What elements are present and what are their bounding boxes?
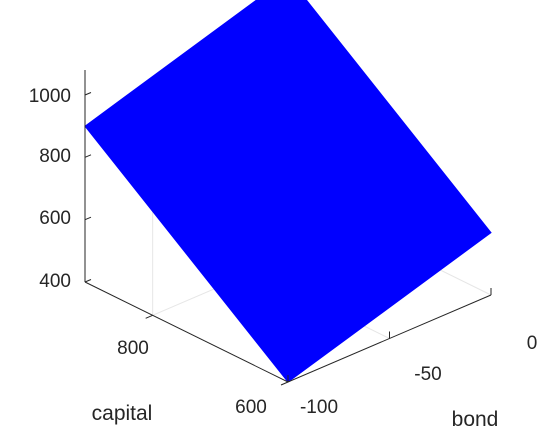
x-tick-label: -100	[300, 397, 338, 418]
z-tick	[84, 279, 92, 283]
x-axis-label: bond	[452, 408, 499, 431]
y-axis-line	[84, 281, 289, 383]
z-tick-label: 600	[39, 208, 71, 229]
x-tick-label: -50	[414, 364, 441, 385]
z-tick-label: 800	[39, 146, 71, 167]
surface-layer	[84, 0, 492, 383]
z-tick-label: 400	[39, 271, 71, 292]
z-tick	[84, 154, 92, 158]
axes	[84, 70, 492, 386]
y-tick	[280, 381, 289, 386]
y-tick-label: 600	[235, 397, 267, 418]
y-axis-label: capital	[92, 402, 153, 425]
x-tick-label: 0	[527, 333, 538, 354]
z-tick-label: 1000	[29, 86, 71, 107]
y-tick-label: 800	[117, 338, 149, 359]
y-tick	[145, 314, 153, 319]
z-tick	[84, 92, 92, 96]
surface-patch	[84, 0, 492, 383]
z-tick	[84, 216, 92, 221]
